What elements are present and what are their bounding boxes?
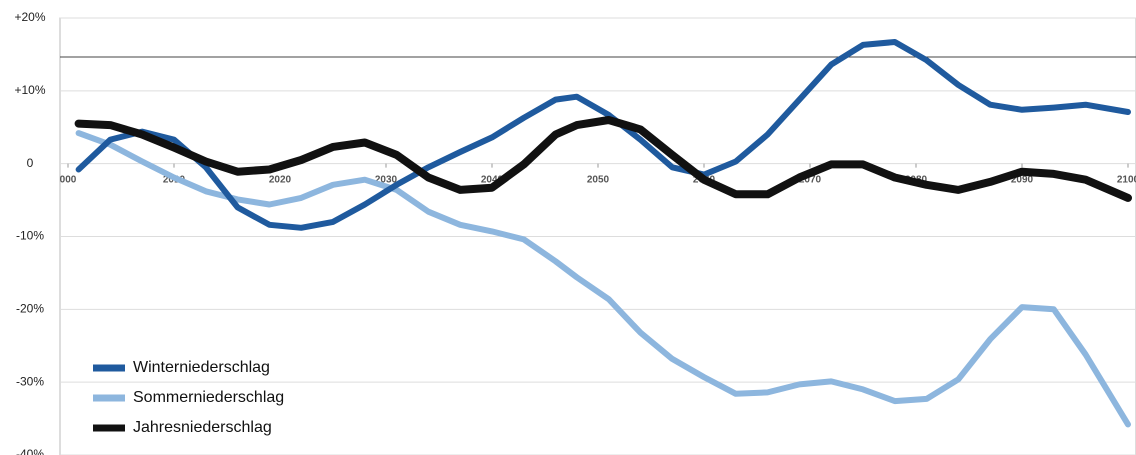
- y-tick-label: +10%: [14, 83, 45, 97]
- legend-label: Jahresniederschlag: [133, 419, 272, 436]
- x-tick-label: 2100: [1117, 174, 1136, 185]
- x-tick-label: 2070: [799, 174, 822, 185]
- x-tick-label: 2040: [481, 174, 504, 185]
- y-tick-label: +20%: [14, 10, 45, 24]
- y-tick-label: -10%: [16, 229, 44, 243]
- x-tick-label: 2050: [587, 174, 610, 185]
- y-tick-label: -20%: [16, 302, 44, 316]
- x-tick-label: 000: [60, 174, 77, 185]
- x-tick-label: 2030: [375, 174, 398, 185]
- legend-label: Sommerniederschlag: [133, 389, 284, 406]
- line-series: [74, 116, 1132, 202]
- x-tick-label: 2090: [1011, 174, 1034, 185]
- y-tick-label: -30%: [16, 374, 44, 388]
- line-series: [75, 39, 1131, 231]
- x-tick-label: 2020: [269, 174, 292, 185]
- y-tick-label: 0: [27, 156, 34, 170]
- legend-label: Winterniederschlag: [133, 359, 270, 376]
- line-series: [75, 130, 1131, 428]
- y-tick-label: -40%: [16, 447, 44, 455]
